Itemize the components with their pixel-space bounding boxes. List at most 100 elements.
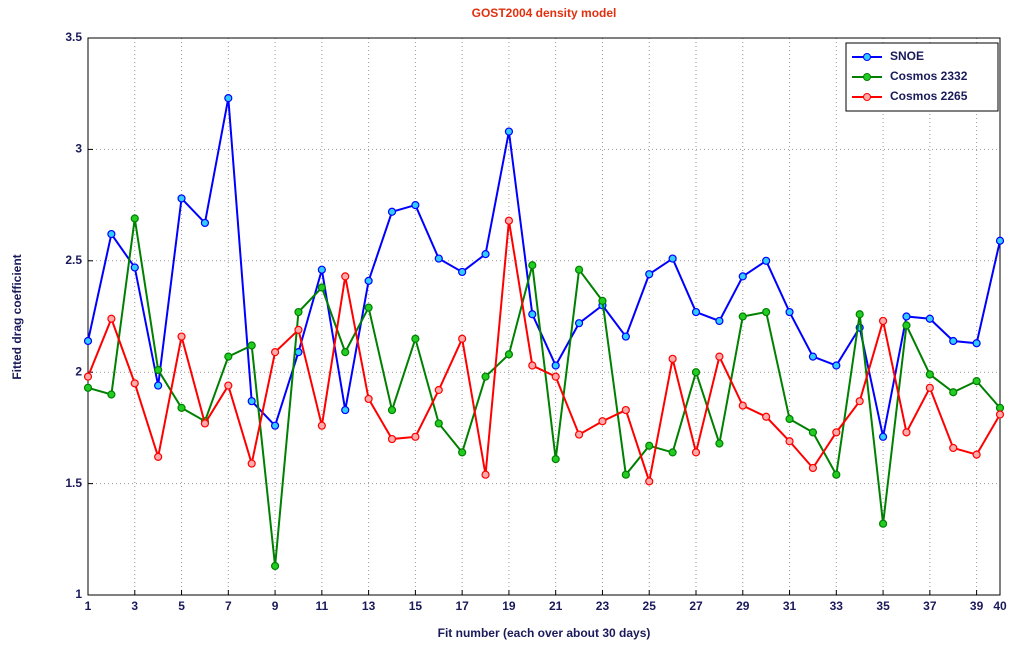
chart-title: GOST2004 density model	[472, 6, 617, 20]
data-point	[995, 236, 1005, 245]
data-point	[504, 350, 514, 359]
data-point	[528, 261, 537, 270]
data-point	[762, 307, 771, 317]
data-point	[154, 365, 163, 375]
data-point	[294, 307, 303, 317]
data-point	[317, 421, 326, 430]
y-tick-label: 2	[75, 364, 82, 378]
legend: SNOE Cosmos 2332 Cosmos 2265	[845, 42, 999, 112]
x-tick-label: 29	[736, 599, 750, 613]
x-tick-label: 3	[131, 599, 138, 613]
data-point	[83, 336, 93, 346]
data-point	[294, 348, 303, 357]
y-tick-label: 3	[75, 142, 82, 156]
data-point	[154, 381, 163, 390]
data-point	[598, 296, 607, 306]
data-point	[808, 352, 818, 361]
data-point	[107, 390, 116, 399]
data-point	[855, 310, 864, 319]
data-point	[481, 470, 490, 479]
data-point	[949, 388, 958, 397]
data-point	[130, 263, 139, 272]
data-point	[200, 419, 210, 428]
data-point	[972, 450, 981, 459]
data-point	[551, 454, 560, 464]
data-point	[317, 265, 326, 274]
x-tick-label: 23	[596, 599, 610, 613]
x-tick-label: 5	[178, 599, 185, 613]
data-point	[762, 256, 771, 265]
x-tick-label: 25	[643, 599, 657, 613]
data-point	[247, 341, 256, 350]
data-point	[715, 316, 724, 326]
x-tick-label: 13	[362, 599, 376, 613]
data-point	[902, 428, 911, 437]
data-point	[832, 428, 841, 437]
data-point	[294, 325, 303, 334]
data-point	[551, 361, 560, 370]
data-point	[411, 432, 420, 441]
data-point	[621, 405, 630, 415]
data-point	[972, 339, 981, 348]
x-tick-label: 39	[970, 599, 984, 613]
data-point	[925, 370, 934, 379]
y-tick-label: 1	[75, 587, 82, 601]
data-point	[645, 270, 654, 279]
data-point	[762, 412, 771, 421]
y-axis-label: Fitted drag coefficient	[10, 254, 24, 379]
x-tick-label: 19	[502, 599, 516, 613]
data-point	[504, 127, 514, 136]
data-point	[528, 310, 537, 319]
data-point	[364, 276, 373, 285]
data-point	[621, 470, 630, 479]
data-point	[317, 283, 326, 292]
data-point	[387, 405, 397, 415]
data-point	[691, 368, 701, 377]
data-point	[574, 430, 584, 439]
series-line	[87, 220, 1001, 486]
x-axis-label: Fit number (each over about 30 days)	[438, 626, 651, 640]
data-point	[83, 372, 93, 381]
data-point	[200, 218, 210, 228]
plot-area	[88, 38, 1000, 595]
data-point	[972, 377, 981, 386]
data-point	[832, 470, 841, 479]
data-point	[902, 321, 911, 330]
data-point	[668, 354, 677, 363]
data-point	[341, 348, 350, 357]
data-point	[574, 265, 584, 274]
x-tick-label: 21	[549, 599, 563, 613]
data-point	[925, 314, 934, 323]
data-point	[364, 394, 373, 404]
data-point	[224, 94, 233, 103]
data-point	[411, 201, 420, 210]
x-tick-label: 33	[830, 599, 844, 613]
data-point	[785, 414, 794, 424]
data-point	[738, 312, 747, 321]
data-point	[270, 348, 280, 357]
data-point	[949, 443, 958, 453]
data-point	[785, 307, 794, 317]
data-point	[691, 448, 701, 457]
data-point	[270, 421, 280, 430]
data-point	[177, 332, 186, 341]
x-tick-label: 35	[876, 599, 890, 613]
data-point	[481, 372, 490, 381]
data-point	[645, 441, 654, 450]
legend-label: SNOE	[890, 49, 924, 63]
data-point	[808, 428, 818, 437]
data-point	[995, 403, 1005, 412]
data-point	[691, 307, 701, 317]
data-point	[130, 379, 139, 388]
series-line	[87, 97, 1001, 438]
data-point	[528, 361, 537, 370]
x-tick-label: 40	[993, 599, 1007, 613]
data-point	[341, 272, 350, 281]
data-point	[645, 477, 654, 486]
data-point	[224, 352, 233, 361]
data-point	[738, 272, 747, 281]
data-point	[270, 561, 280, 571]
y-tick-label: 3.5	[65, 30, 82, 44]
y-tick-label: 1.5	[65, 476, 82, 490]
